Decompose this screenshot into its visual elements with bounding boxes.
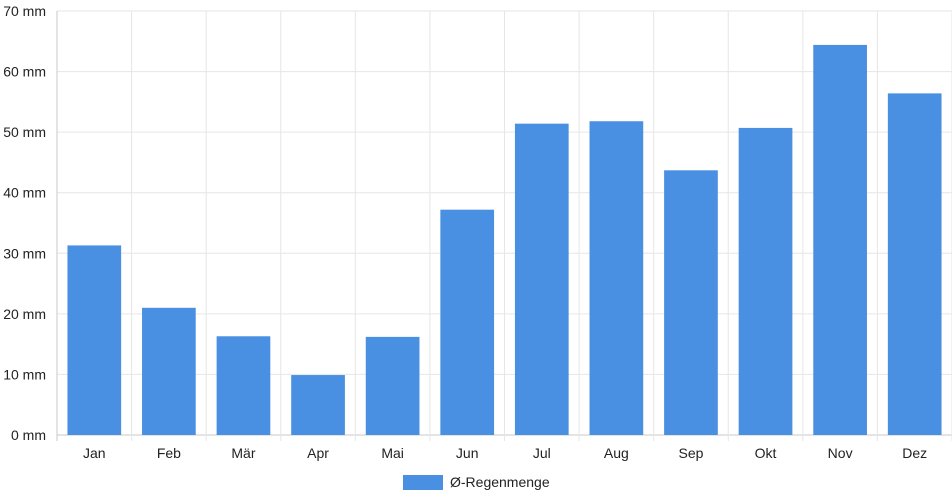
legend-label: Ø-Regenmenge	[450, 474, 550, 490]
x-tick-label: Jan	[83, 445, 106, 461]
bar-okt[interactable]	[738, 127, 793, 435]
x-tick-label: Jun	[456, 445, 479, 461]
x-tick-label: Nov	[828, 445, 853, 461]
bar-jan[interactable]	[67, 245, 122, 435]
x-tick-label: Sep	[678, 445, 703, 461]
bar-dez[interactable]	[887, 93, 942, 436]
x-axis-ticks: Jan Feb Mär Apr Mai Jun Jul Aug Sep Okt Nov Dez	[83, 445, 927, 461]
x-tick-label: Apr	[307, 445, 329, 461]
x-tick-label: Feb	[157, 445, 181, 461]
x-tick-label: Okt	[755, 445, 777, 461]
x-tick-label: Aug	[604, 445, 629, 461]
bar-feb[interactable]	[142, 307, 196, 435]
y-axis-ticks: 0 mm 10 mm 20 mm 30 mm 40 mm 50 mm 60 mm 70 mm	[3, 3, 46, 443]
y-tick-label: 40 mm	[3, 185, 46, 201]
bar-mai[interactable]	[365, 336, 420, 435]
bar-series	[67, 44, 942, 436]
y-tick-label: 70 mm	[3, 3, 46, 19]
x-tick-label: Dez	[902, 445, 927, 461]
bar-aug[interactable]	[589, 121, 644, 436]
grid-lines	[56, 10, 952, 441]
legend[interactable]: Ø-Regenmenge	[403, 474, 550, 490]
bar-apr[interactable]	[291, 375, 345, 435]
y-tick-label: 10 mm	[3, 366, 46, 382]
bar-jun[interactable]	[440, 209, 495, 435]
x-tick-label: Jul	[533, 445, 551, 461]
y-tick-label: 50 mm	[3, 124, 46, 140]
y-tick-label: 60 mm	[3, 64, 46, 80]
bar-nov[interactable]	[813, 44, 867, 436]
y-tick-label: 20 mm	[3, 306, 46, 322]
x-tick-label: Mai	[381, 445, 404, 461]
legend-swatch[interactable]	[403, 475, 443, 490]
y-tick-label: 0 mm	[11, 427, 46, 443]
bar-jul[interactable]	[514, 123, 569, 436]
bar-sep[interactable]	[664, 170, 718, 435]
bar-mär[interactable]	[216, 336, 271, 435]
y-tick-label: 30 mm	[3, 245, 46, 261]
x-tick-label: Mär	[231, 445, 255, 461]
